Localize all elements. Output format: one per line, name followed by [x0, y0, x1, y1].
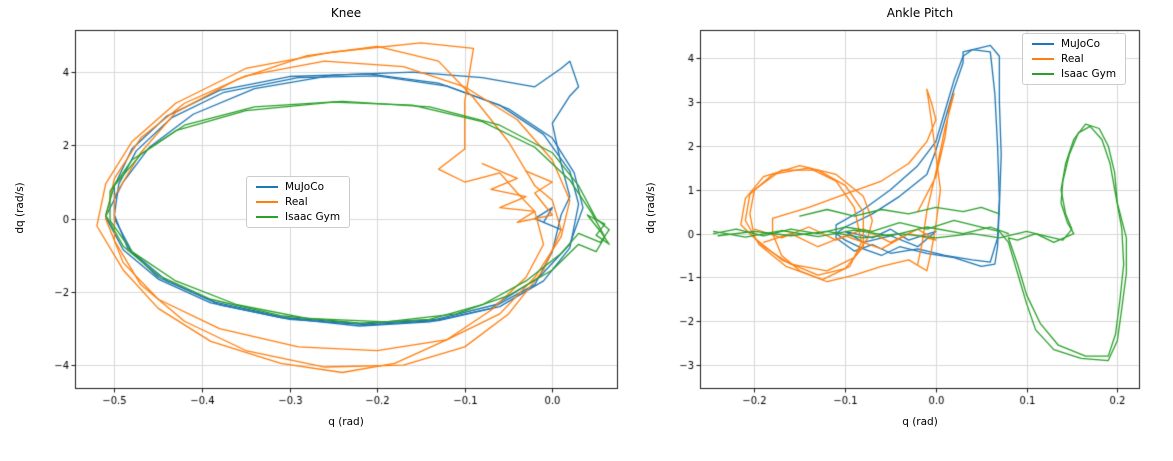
legend-label: MuJoCo: [1061, 38, 1100, 50]
ankle-pitch-y-axis-label: dq (rad/s): [645, 182, 657, 234]
legend-line-swatch: [256, 200, 278, 204]
legend-line-swatch: [256, 185, 278, 189]
ankle-pitch-plot-canvas: [665, 25, 1173, 420]
knee-legend: MuJoCo Real Isaac Gym: [246, 176, 351, 228]
legend-label: MuJoCo: [285, 181, 324, 193]
legend-label: Isaac Gym: [285, 211, 341, 223]
legend-label: Isaac Gym: [1061, 68, 1117, 80]
ankle-pitch-legend: MuJoCo Real Isaac Gym: [1022, 33, 1127, 85]
ankle-pitch-x-axis-label: q (rad): [902, 416, 938, 428]
legend-item-isaac-gym: Isaac Gym: [256, 211, 340, 223]
plot-title-knee: Knee: [330, 6, 362, 20]
knee-x-axis-label: q (rad): [328, 416, 364, 428]
legend-item-mujoco: MuJoCo: [256, 181, 340, 193]
legend-item-real: Real: [256, 196, 340, 208]
plot-title-ankle-pitch: Ankle Pitch: [886, 6, 954, 20]
legend-line-swatch: [1032, 72, 1054, 76]
legend-line-swatch: [1032, 57, 1054, 61]
knee-y-axis-label: dq (rad/s): [14, 182, 26, 234]
legend-label: Real: [285, 196, 308, 208]
legend-label: Real: [1061, 53, 1084, 65]
legend-line-swatch: [1032, 42, 1054, 46]
legend-item-mujoco: MuJoCo: [1032, 38, 1116, 50]
legend-line-swatch: [256, 215, 278, 219]
legend-item-isaac-gym: Isaac Gym: [1032, 68, 1116, 80]
legend-item-real: Real: [1032, 53, 1116, 65]
